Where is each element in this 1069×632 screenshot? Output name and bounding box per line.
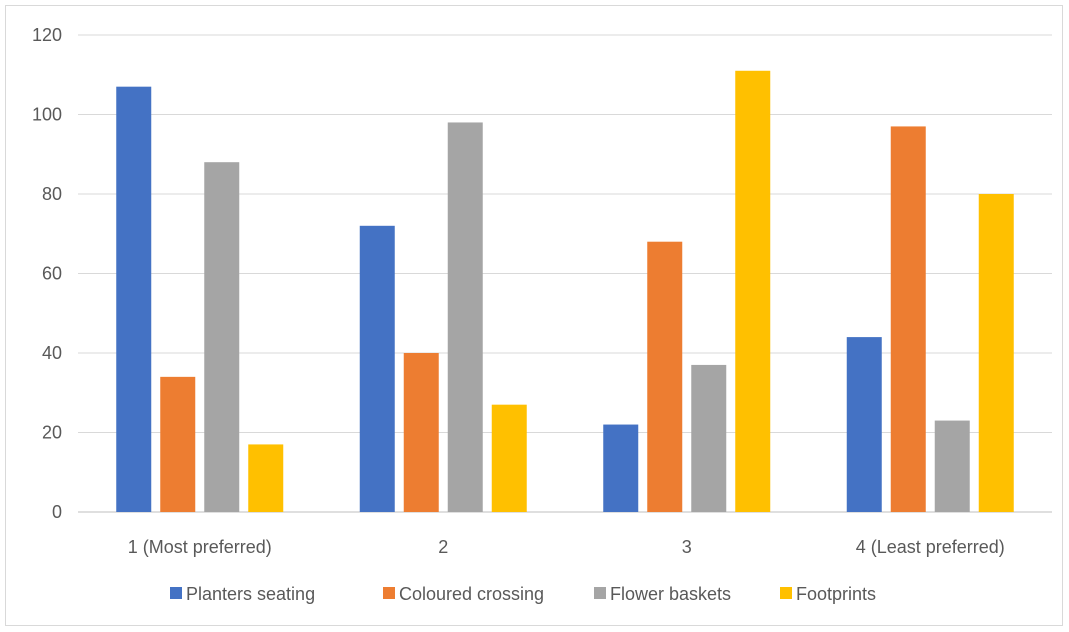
bar-planters-seating: [846, 337, 882, 512]
bar-flower-baskets: [447, 122, 483, 512]
bars: [116, 70, 1014, 513]
bar-coloured-crossing: [160, 376, 196, 512]
bar-coloured-crossing: [647, 241, 683, 512]
chart-frame: [5, 5, 1063, 626]
legend-label: Coloured crossing: [399, 584, 544, 604]
legend-label: Flower baskets: [610, 584, 731, 604]
bar-planters-seating: [603, 424, 639, 512]
bar-flower-baskets: [934, 420, 970, 512]
y-axis-ticks: 0 20 40 60 80 100 120: [32, 25, 62, 522]
bar-coloured-crossing: [890, 126, 926, 513]
y-tick-label: 80: [42, 184, 62, 204]
bar-flower-baskets: [204, 162, 240, 512]
bar-coloured-crossing: [403, 353, 439, 512]
y-tick-label: 0: [52, 502, 62, 522]
y-tick-label: 100: [32, 105, 62, 125]
legend-swatch: [594, 587, 606, 599]
legend: Planters seating Coloured crossing Flower …: [170, 584, 876, 604]
bar-footprints: [491, 404, 527, 512]
legend-label: Footprints: [796, 584, 876, 604]
bar-footprints: [248, 444, 284, 512]
bar-footprints: [735, 70, 771, 513]
bar-footprints: [978, 194, 1014, 512]
bar-planters-seating: [359, 225, 395, 513]
legend-label: Planters seating: [186, 584, 315, 604]
y-tick-label: 60: [42, 264, 62, 284]
gridlines: [78, 34, 1052, 513]
legend-swatch: [170, 587, 182, 599]
x-axis-ticks: 1 (Most preferred) 2 3 4 (Least preferred): [128, 537, 1005, 557]
y-tick-label: 40: [42, 343, 62, 363]
y-tick-label: 20: [42, 423, 62, 443]
bar-flower-baskets: [691, 364, 727, 512]
legend-swatch: [383, 587, 395, 599]
bar-planters-seating: [116, 86, 152, 513]
x-tick-label: 1 (Most preferred): [128, 537, 272, 557]
y-tick-label: 120: [32, 25, 62, 45]
x-tick-label: 4 (Least preferred): [856, 537, 1005, 557]
x-tick-label: 2: [438, 537, 448, 557]
x-tick-label: 3: [682, 537, 692, 557]
legend-swatch: [780, 587, 792, 599]
